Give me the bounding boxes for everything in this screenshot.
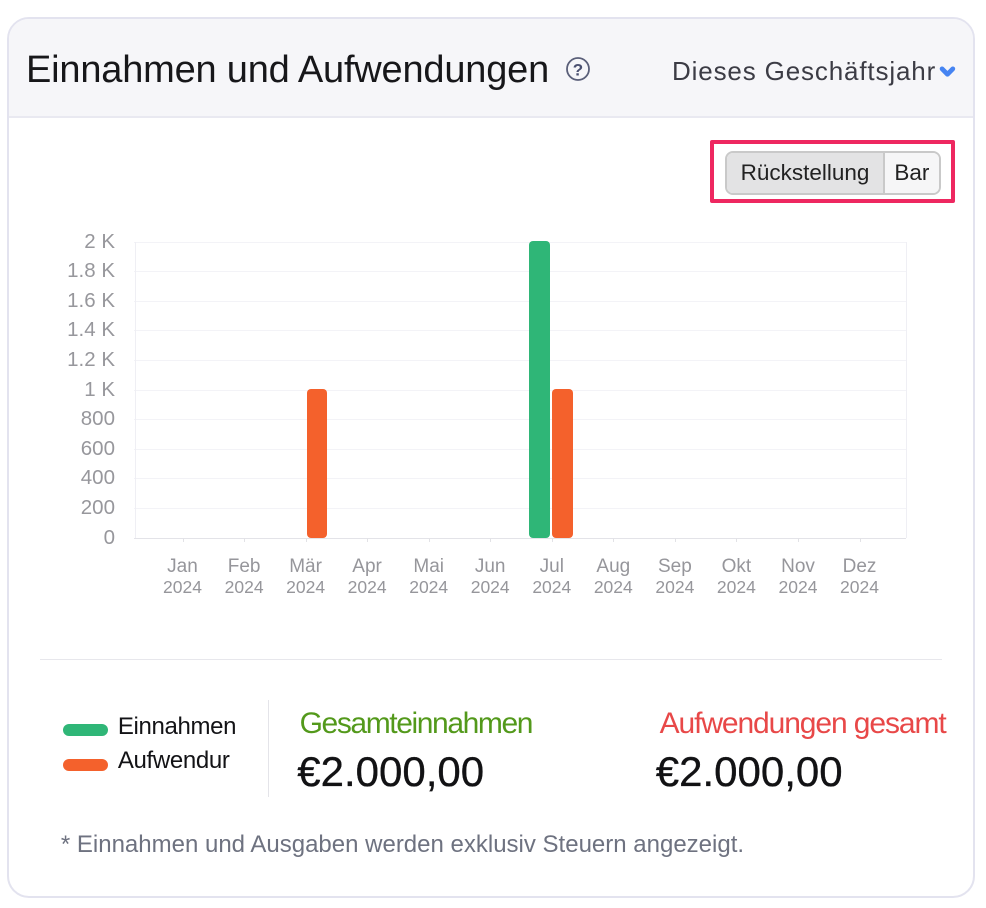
svg-text:?: ? xyxy=(573,60,583,79)
